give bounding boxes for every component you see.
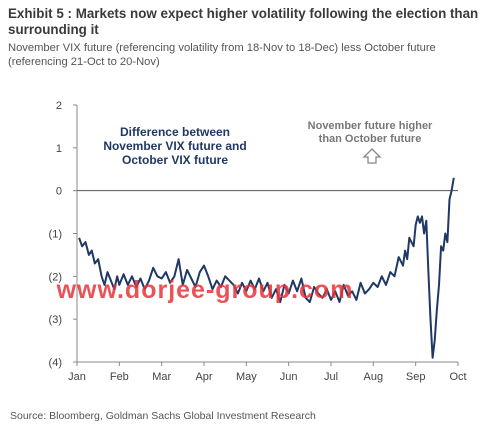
annotation-right-line1: November future higher xyxy=(308,120,433,132)
y-tick-label: (1) xyxy=(49,229,62,241)
chart-subtitle: November VIX future (referencing volatil… xyxy=(8,42,436,68)
y-tick-label: 1 xyxy=(56,143,62,155)
x-tick-label: Oct xyxy=(449,371,466,383)
y-axis-ticks: 2 1 0 (1) (2) (3) (4) xyxy=(49,100,77,369)
x-tick-label: Jun xyxy=(280,371,298,383)
y-tick-label: 0 xyxy=(56,186,62,198)
x-tick-label: Jan xyxy=(68,371,86,383)
annotation-left-line3: October VIX future xyxy=(122,153,228,167)
x-tick-label: Sep xyxy=(406,371,426,383)
series-line xyxy=(78,177,455,359)
x-tick-label: Feb xyxy=(110,371,129,383)
x-tick-label: May xyxy=(236,371,257,383)
annotation-left-line1: Difference between xyxy=(120,125,230,139)
chart-title: Exhibit 5 : Markets now expect higher vo… xyxy=(8,6,479,37)
x-axis-ticks: Jan Feb Mar Apr May Jun Jul Aug Sep Oct xyxy=(68,362,467,383)
annotation-left-line2: November VIX future and xyxy=(103,139,246,153)
y-tick-label: (3) xyxy=(49,314,62,326)
y-tick-label: 2 xyxy=(56,100,62,112)
source-note: Source: Bloomberg, Goldman Sachs Global … xyxy=(10,410,316,422)
x-tick-label: Jul xyxy=(324,371,338,383)
y-tick-label: (2) xyxy=(49,271,62,283)
annotation-right-line2: than October future xyxy=(319,133,422,145)
watermark: www.dorjee-group.com xyxy=(56,276,354,304)
y-tick-label: (4) xyxy=(49,357,62,369)
x-tick-label: Apr xyxy=(195,371,212,383)
x-tick-label: Aug xyxy=(364,371,384,383)
x-tick-label: Mar xyxy=(152,371,171,383)
up-arrow-icon xyxy=(362,148,382,164)
